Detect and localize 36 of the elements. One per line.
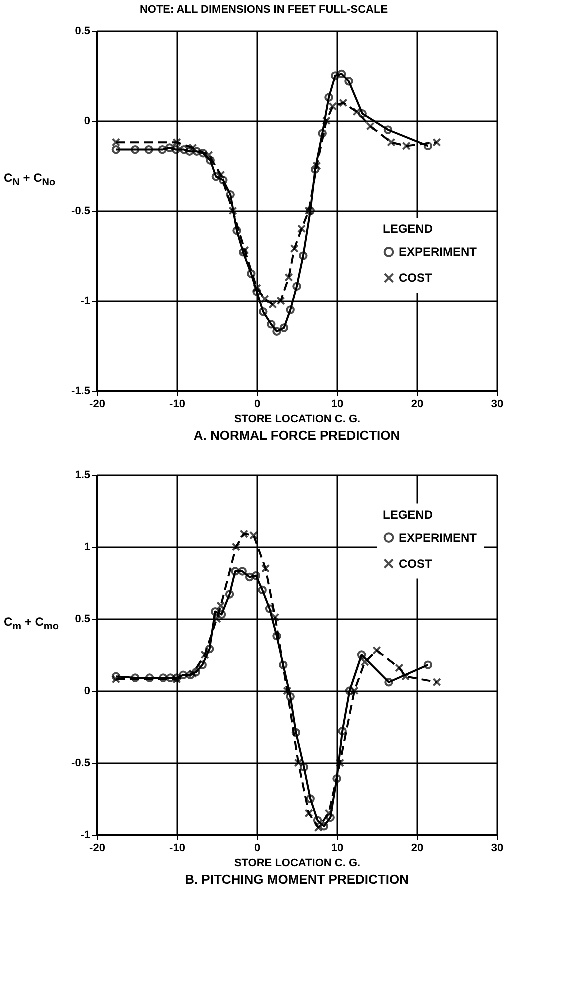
y-tick-label: 0 xyxy=(84,686,90,698)
y-tick-label: -1.5 xyxy=(72,386,90,398)
y-tick-label: -0.5 xyxy=(72,206,90,218)
x-tick-label: 0 xyxy=(254,398,261,410)
x-tick-label: -10 xyxy=(170,842,186,854)
legend-label: COST xyxy=(399,556,434,571)
x-tick-label: 30 xyxy=(491,842,504,854)
x-tick-label: 10 xyxy=(331,398,344,410)
x-tick-label: -10 xyxy=(170,398,186,410)
x-tick-label: 30 xyxy=(491,398,504,410)
x-tick-label: -20 xyxy=(90,398,106,410)
y-tick-label: 0 xyxy=(84,116,90,128)
y-axis-title: C$_{N}$ + C$_{No}$ xyxy=(4,171,56,189)
legend-label: EXPERIMENT xyxy=(399,530,478,545)
x-axis-title: STORE LOCATION C. G. xyxy=(234,858,361,870)
x-tick-label: -20 xyxy=(90,842,106,854)
y-tick-label: 0.5 xyxy=(75,26,90,38)
x-tick-label: 10 xyxy=(331,842,344,854)
text: NOTE: ALL DIMENSIONS IN FEET FULL-SCALE xyxy=(138,4,390,16)
text: B. PITCHING MOMENT PREDICTION xyxy=(185,872,409,887)
y-tick-label: -1 xyxy=(80,830,90,842)
text: A. NORMAL FORCE PREDICTION xyxy=(194,428,400,443)
y-tick-label: -0.5 xyxy=(72,758,90,770)
y-tick-label: 1.5 xyxy=(75,470,90,482)
x-axis-title: STORE LOCATION C. G. xyxy=(234,414,361,426)
y-tick-label: 1 xyxy=(84,542,90,554)
legend-label: COST xyxy=(399,271,434,286)
x-tick-label: 20 xyxy=(411,842,424,854)
legend-title: LEGEND xyxy=(383,222,434,236)
legend-title: LEGEND xyxy=(383,508,434,522)
x-tick-label: 20 xyxy=(411,398,424,410)
y-axis-title: C$_{m}$ + C$_{mo}$ xyxy=(4,615,59,633)
y-tick-label: 0.5 xyxy=(75,614,90,626)
x-tick-label: 0 xyxy=(254,842,261,854)
y-tick-label: -1 xyxy=(80,296,90,308)
legend-label: EXPERIMENT xyxy=(399,245,478,260)
